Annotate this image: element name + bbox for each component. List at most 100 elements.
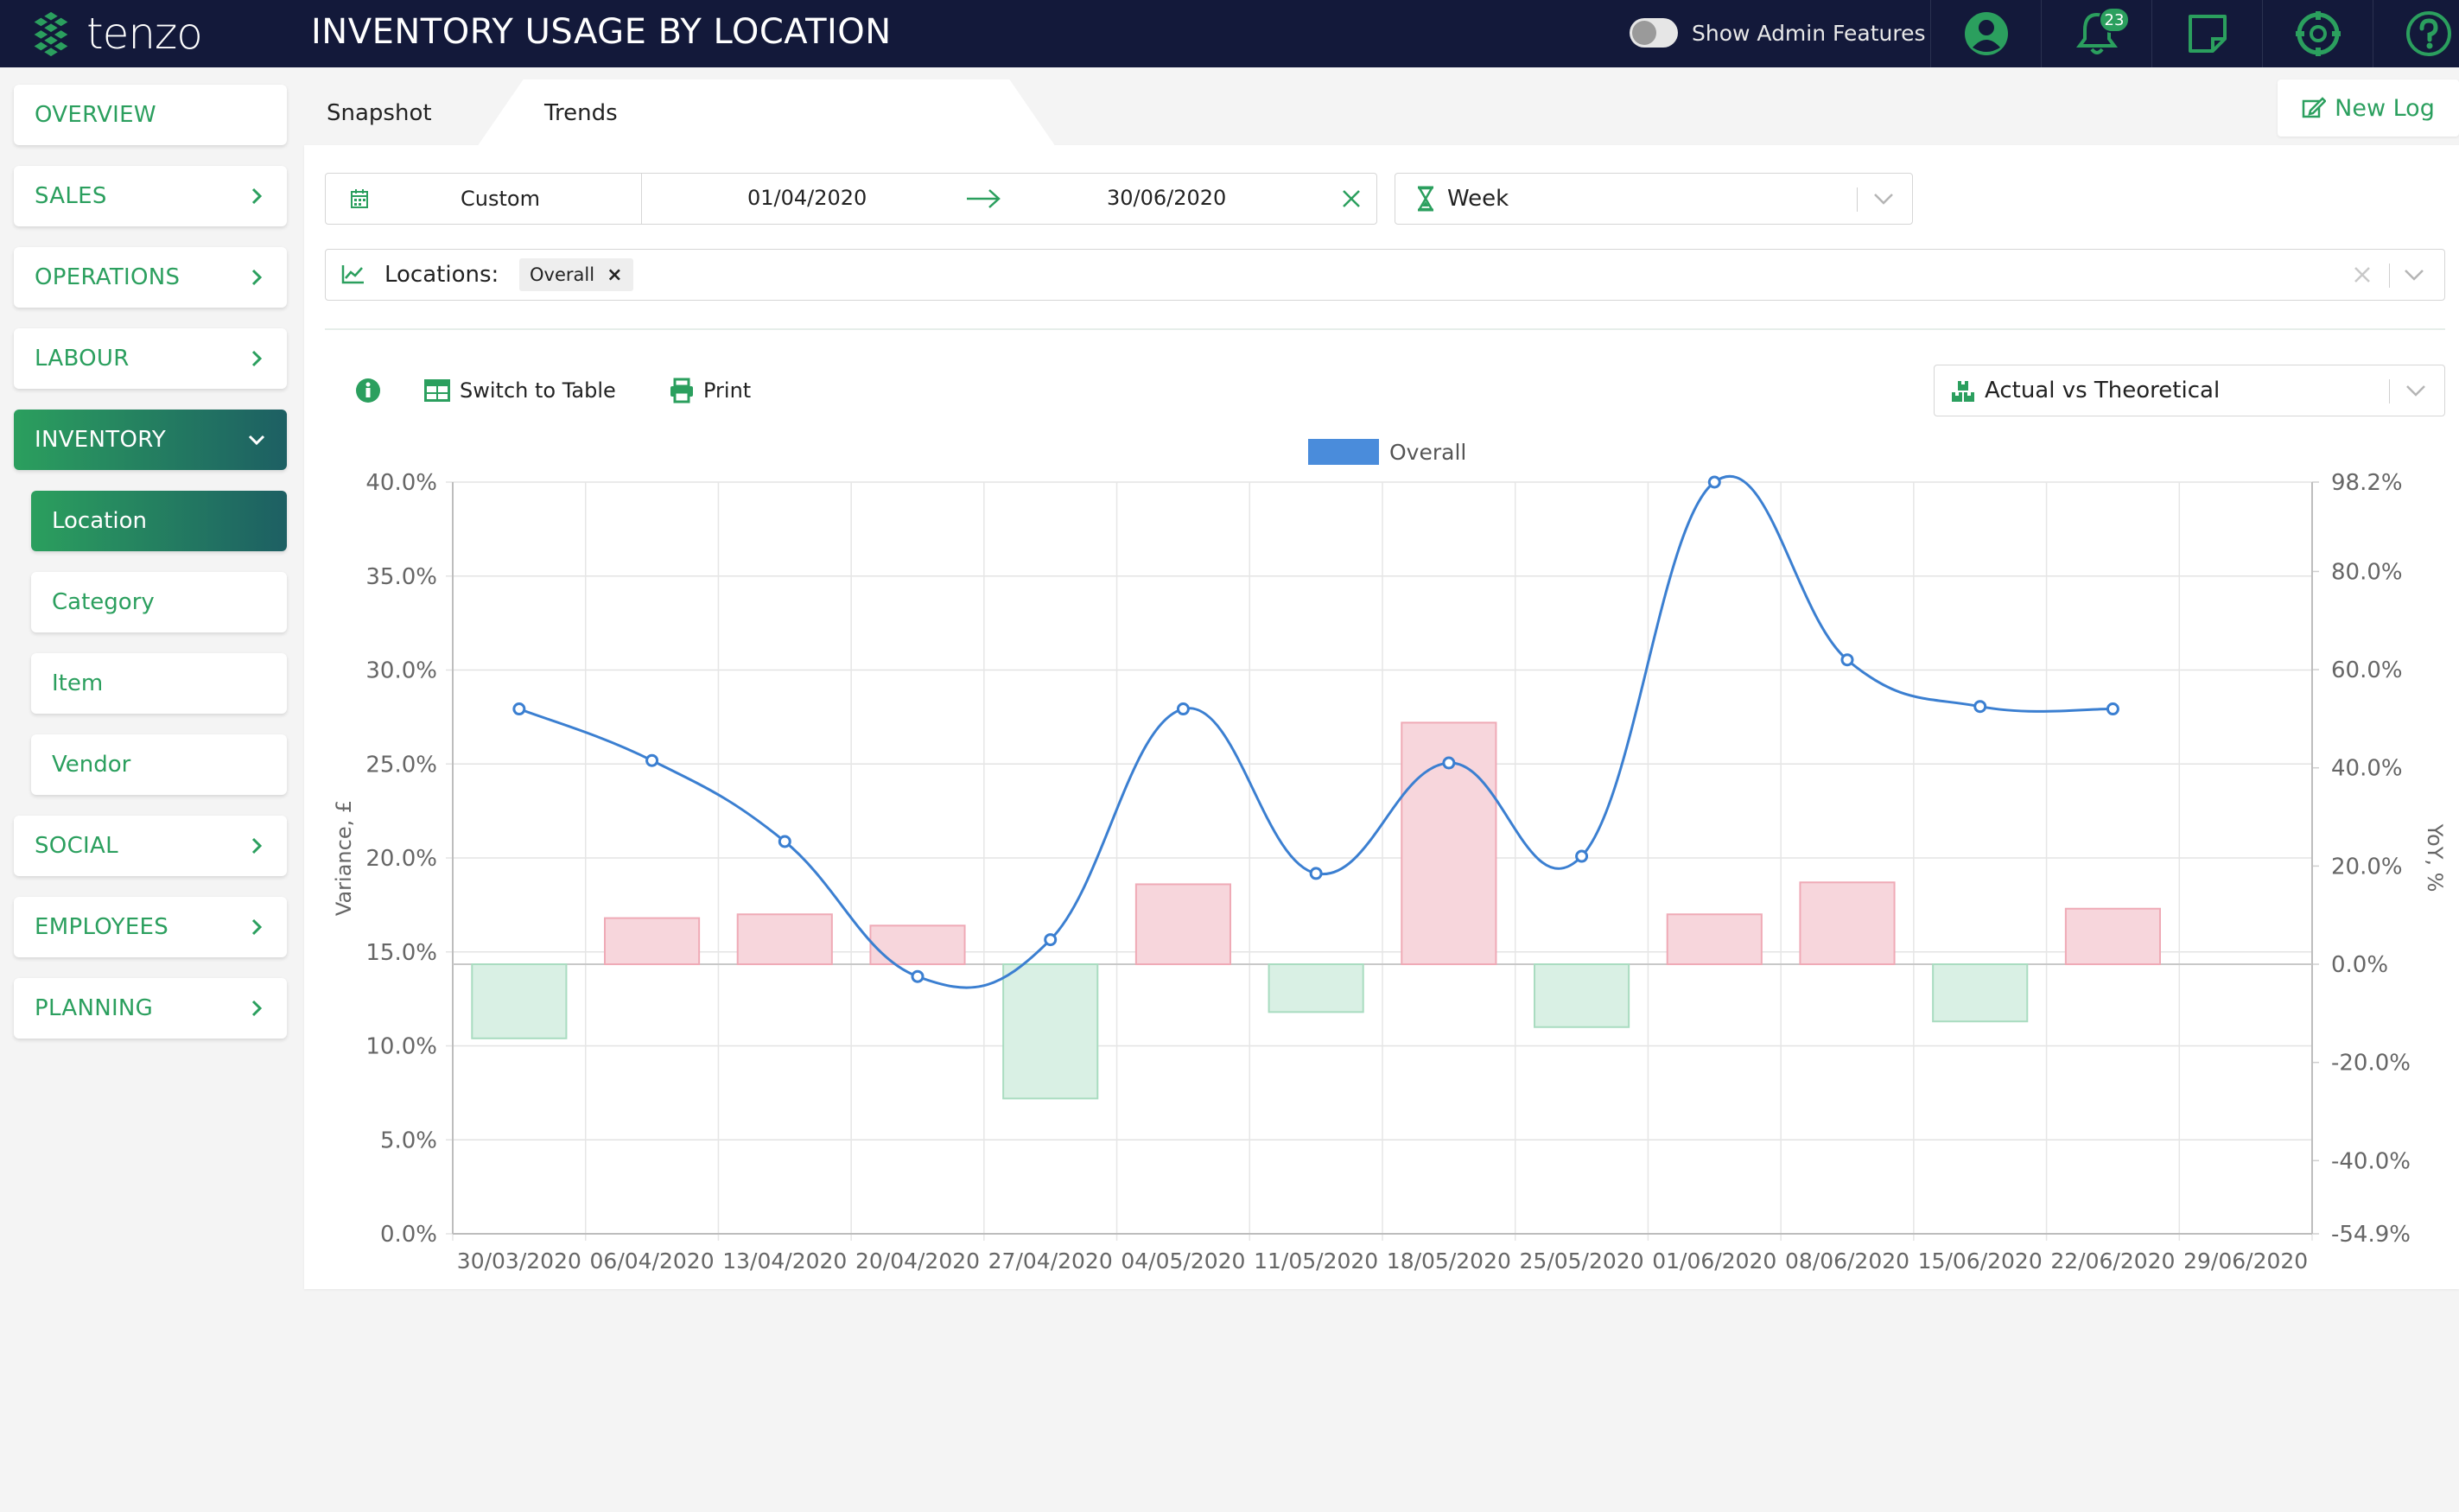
- range-type-select[interactable]: Custom: [326, 174, 642, 224]
- notification-badge: 23: [2099, 7, 2130, 33]
- date-range-picker[interactable]: Custom 01/04/2020 30/06/2020: [325, 173, 1377, 225]
- sidebar-item-label: Item: [52, 670, 104, 696]
- sidebar-item-social[interactable]: SOCIAL: [14, 816, 287, 876]
- bar: [1932, 963, 2029, 1023]
- sidebar-item-label: OPERATIONS: [35, 264, 181, 290]
- line-point: [645, 753, 659, 767]
- chevron-down-icon[interactable]: [2403, 265, 2425, 284]
- print-button[interactable]: Print: [669, 372, 751, 410]
- note-icon: [2188, 15, 2227, 53]
- sidebar-item-labour[interactable]: LABOUR: [14, 328, 287, 389]
- sidebar-item-overview[interactable]: OVERVIEW: [14, 85, 287, 145]
- y-left-tick-label: 25.0%: [365, 752, 437, 778]
- y-left-tick-label: 15.0%: [365, 940, 437, 966]
- sidebar-item-label: OVERVIEW: [35, 102, 156, 128]
- bar: [2064, 907, 2161, 966]
- calendar-icon: [351, 189, 368, 208]
- user-icon: [1964, 12, 2008, 55]
- x-tick-label: 11/05/2020: [1254, 1248, 1378, 1274]
- x-tick-label: 04/05/2020: [1121, 1248, 1245, 1274]
- y-left-tick-label: 35.0%: [365, 564, 437, 590]
- sidebar-item-employees[interactable]: EMPLOYEES: [14, 897, 287, 957]
- bar: [471, 963, 568, 1039]
- table-icon: [424, 379, 450, 402]
- sidebar-item-label: SALES: [35, 183, 107, 209]
- comparison-select[interactable]: Actual vs Theoretical: [1934, 365, 2445, 416]
- x-tick-label: 22/06/2020: [2050, 1248, 2175, 1274]
- y-right-tick-label: -40.0%: [2331, 1148, 2411, 1174]
- x-tick-label: 15/06/2020: [1918, 1248, 2043, 1274]
- switch-to-table-button[interactable]: Switch to Table: [423, 372, 616, 410]
- granularity-value: Week: [1447, 186, 1509, 212]
- admin-features-toggle[interactable]: Show Admin Features: [1630, 18, 1926, 48]
- sidebar: OVERVIEW SALES OPERATIONS LABOUR INVENTO…: [14, 85, 287, 1059]
- sidebar-item-operations[interactable]: OPERATIONS: [14, 247, 287, 308]
- print-icon: [670, 378, 693, 403]
- sidebar-subitem-location[interactable]: Location: [31, 491, 287, 551]
- y-left-tick-label: 20.0%: [365, 846, 437, 872]
- y-left-axis-title: Variance, £: [332, 800, 356, 916]
- bar: [604, 917, 701, 966]
- help-button[interactable]: [2373, 0, 2459, 67]
- series-line: [518, 474, 2113, 989]
- y-right-tick-label: 20.0%: [2331, 854, 2403, 880]
- chart-legend[interactable]: Overall: [1308, 439, 1466, 465]
- line-point: [1707, 475, 1721, 489]
- chip-remove-icon[interactable]: ×: [607, 264, 623, 286]
- select-separator: [1857, 187, 1858, 212]
- main-panel: [304, 145, 2459, 1289]
- tab-trends-label: Trends: [544, 100, 618, 126]
- new-log-label: New Log: [2335, 94, 2435, 122]
- edit-icon: [2302, 97, 2327, 118]
- notifications-button[interactable]: 23: [2041, 0, 2151, 67]
- sidebar-subitem-category[interactable]: Category: [31, 572, 287, 632]
- close-icon[interactable]: [1342, 189, 1361, 208]
- notes-button[interactable]: [2151, 0, 2262, 67]
- x-tick-label: 29/06/2020: [2183, 1248, 2308, 1274]
- sidebar-item-sales[interactable]: SALES: [14, 166, 287, 226]
- x-tick-label: 13/04/2020: [722, 1248, 847, 1274]
- legend-swatch: [1308, 439, 1379, 465]
- bar: [1666, 913, 1763, 966]
- chevron-down-icon[interactable]: [2405, 381, 2427, 400]
- boxes-icon: [1952, 381, 1974, 402]
- chevron-right-icon: [251, 350, 263, 367]
- locations-select[interactable]: Locations: Overall ×: [325, 249, 2445, 301]
- sidebar-subitem-item[interactable]: Item: [31, 653, 287, 714]
- user-button[interactable]: [1930, 0, 2041, 67]
- sidebar-item-label: Location: [52, 508, 147, 534]
- line-point: [1840, 653, 1854, 667]
- y-left-tick-label: 10.0%: [365, 1034, 437, 1060]
- print-label: Print: [703, 378, 752, 403]
- y-right-tick-label: 80.0%: [2331, 559, 2403, 585]
- bar: [1268, 963, 1364, 1013]
- bar: [1534, 963, 1630, 1028]
- new-log-button[interactable]: New Log: [2278, 79, 2459, 137]
- toggle-switch[interactable]: [1630, 18, 1678, 48]
- location-chip[interactable]: Overall ×: [519, 258, 633, 291]
- x-tick-label: 30/03/2020: [457, 1248, 581, 1274]
- date-from-input[interactable]: 01/04/2020: [747, 186, 867, 210]
- settings-button[interactable]: [2262, 0, 2373, 67]
- tab-trends[interactable]: Trends: [477, 79, 1056, 147]
- granularity-select[interactable]: Week: [1395, 173, 1913, 225]
- logo[interactable]: tenzo: [26, 7, 203, 60]
- sidebar-item-inventory[interactable]: INVENTORY: [14, 410, 287, 470]
- tab-snapshot[interactable]: Snapshot: [327, 100, 432, 126]
- chevron-down-icon: [248, 435, 265, 446]
- line-point: [1575, 849, 1589, 863]
- divider: [325, 328, 2445, 330]
- chevron-down-icon[interactable]: [1872, 189, 1895, 208]
- line-point: [1176, 702, 1190, 716]
- tenzo-logo-icon: [34, 11, 68, 57]
- bar: [1799, 881, 1896, 966]
- info-button[interactable]: [354, 372, 382, 410]
- y-right-tick-label: 40.0%: [2331, 756, 2403, 782]
- clear-icon[interactable]: [2353, 265, 2372, 284]
- date-to-input[interactable]: 30/06/2020: [1107, 186, 1227, 210]
- sidebar-item-label: PLANNING: [35, 995, 154, 1021]
- sidebar-subitem-vendor[interactable]: Vendor: [31, 734, 287, 795]
- select-separator: [2389, 264, 2390, 288]
- line-point: [1442, 756, 1456, 770]
- sidebar-item-planning[interactable]: PLANNING: [14, 978, 287, 1039]
